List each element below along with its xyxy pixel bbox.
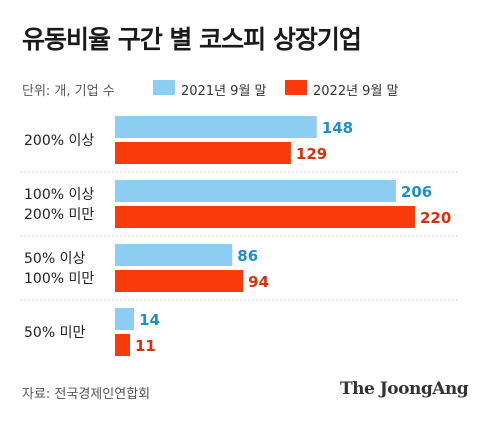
data-label-2022: 220 (420, 209, 451, 227)
data-label-2021: 86 (237, 247, 258, 265)
bar-2022 (115, 142, 291, 164)
bar-2021 (115, 308, 135, 330)
bar-2022 (115, 206, 415, 228)
category-label: 200% 이상 (24, 133, 94, 149)
brand-logo: The JoongAng (340, 379, 469, 399)
category-label: 50% 이상 (24, 251, 85, 267)
data-label-2022: 11 (135, 337, 156, 355)
bar-2021 (115, 244, 233, 266)
legend-label-2021: 2021년 9월 말 (181, 84, 267, 99)
legend-label-2022: 2022년 9월 말 (313, 84, 399, 99)
data-label-2022: 94 (248, 273, 269, 291)
legend-swatch-2022 (285, 80, 307, 95)
category-label: 100% 미만 (24, 271, 94, 287)
bar-2021 (115, 180, 396, 202)
unit-label: 단위: 개, 기업 수 (22, 84, 115, 99)
data-label-2021: 206 (401, 183, 432, 201)
bar-2021 (115, 116, 317, 138)
bar-2022 (115, 270, 244, 292)
category-label: 100% 이상 (24, 187, 94, 203)
category-label: 200% 미만 (24, 207, 94, 223)
legend-swatch-2021 (153, 80, 175, 95)
data-label-2021: 14 (139, 311, 160, 329)
data-label-2022: 129 (296, 145, 327, 163)
category-label: 50% 미만 (24, 325, 85, 341)
data-label-2021: 148 (322, 119, 353, 137)
bar-2022 (115, 334, 130, 356)
source-note: 자료: 전국경제인연합회 (22, 387, 151, 402)
chart-title: 유동비율 구간 별 코스피 상장기업 (22, 25, 362, 54)
